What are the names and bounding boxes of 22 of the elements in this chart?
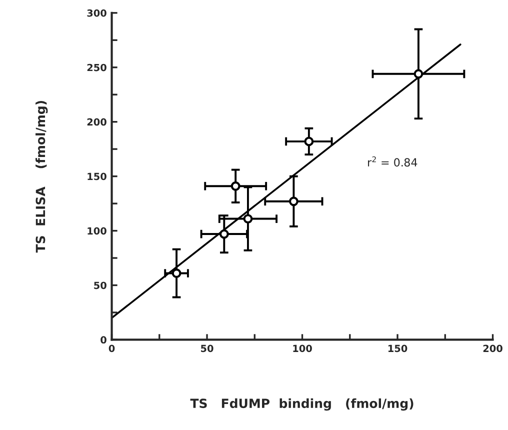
point	[230, 181, 240, 191]
x-tick-label: 100	[293, 344, 312, 352]
annotation: r$^{2}$ = 0.84	[368, 156, 418, 167]
y-tick-label: 200	[87, 118, 106, 126]
point	[304, 136, 314, 146]
x-tick-label: 0	[108, 344, 115, 352]
point	[288, 196, 298, 206]
point	[243, 214, 253, 224]
y-tick-label: 250	[87, 64, 106, 72]
y-tick-label: 300	[87, 9, 106, 17]
x-tick-label: 200	[483, 344, 502, 352]
x-tick-label: 150	[388, 344, 408, 352]
y-tick-label: 0	[100, 336, 106, 344]
y-tick-label: 150	[88, 172, 106, 180]
x-axis-title: TS FdUMP binding (fmol/mg)	[190, 398, 414, 411]
point	[219, 229, 229, 239]
y-tick-label: 50	[94, 282, 106, 290]
y-axis-title: TS ELISA (fmol/mg)	[36, 100, 48, 253]
y-tick-label: 100	[88, 227, 106, 235]
point	[172, 268, 182, 278]
point	[414, 69, 424, 79]
x-tick-label: 50	[200, 344, 214, 352]
